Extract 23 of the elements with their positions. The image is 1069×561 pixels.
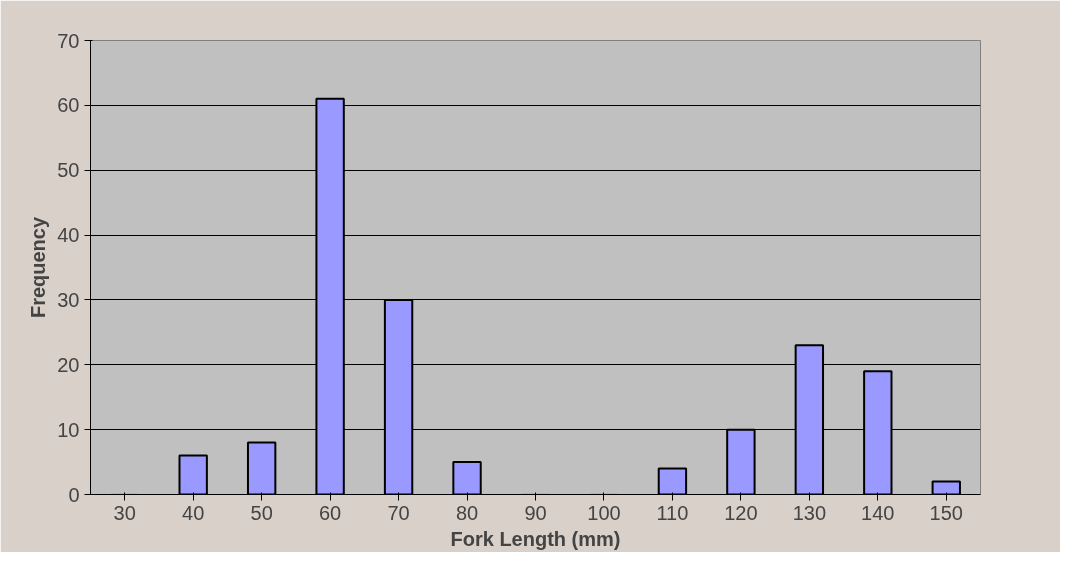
x-tick-label: 100 <box>587 501 621 524</box>
y-tick-label: 10 <box>57 418 80 441</box>
x-tick-label: 40 <box>182 501 205 524</box>
y-tick-label: 40 <box>57 224 80 247</box>
x-tick-label: 30 <box>113 501 136 524</box>
x-tick-label: 150 <box>929 501 963 524</box>
x-tick-label: 50 <box>250 501 273 524</box>
x-tick-label: 80 <box>455 501 479 524</box>
x-tick-label: 110 <box>656 501 689 524</box>
x-axis-title: Fork Length (mm) <box>450 527 621 550</box>
x-tick-label: 60 <box>318 501 342 524</box>
y-tick-label: 70 <box>57 29 80 52</box>
y-tick-label: 60 <box>57 94 80 117</box>
y-tick-label: 50 <box>57 159 80 182</box>
y-tick-label: 30 <box>57 288 80 311</box>
y-axis-title: Frequency <box>27 216 50 319</box>
y-tick-label: 0 <box>68 483 80 506</box>
x-tick-label: 70 <box>387 501 410 524</box>
y-tick-label: 20 <box>57 353 80 376</box>
x-tick-label: 120 <box>724 501 758 524</box>
x-tick-label: 90 <box>524 501 547 524</box>
x-tick-label: 140 <box>861 501 895 524</box>
x-tick-label: 130 <box>792 501 827 524</box>
